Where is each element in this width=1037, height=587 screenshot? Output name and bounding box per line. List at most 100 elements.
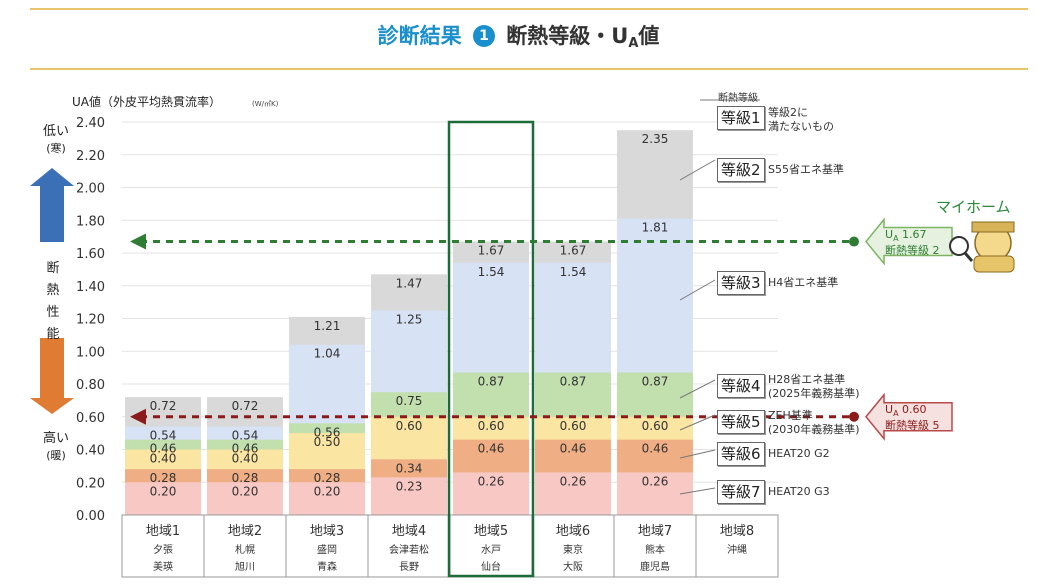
- bar-value-label: 0.60: [560, 419, 587, 433]
- category-label: 地域2: [228, 524, 262, 539]
- legend-connector: [679, 379, 716, 399]
- y-axis-label: UA値（外皮平均熱貫流率）: [72, 94, 221, 109]
- page-title: 診断結果 1 断熱等級・UA値: [0, 20, 1037, 51]
- y-tick-label: 1.20: [76, 313, 105, 328]
- category-city1: 東京: [563, 543, 583, 556]
- bar-value-label: 0.26: [560, 474, 587, 488]
- reference-dot: [849, 411, 859, 422]
- bar-value-label: 0.20: [232, 484, 259, 498]
- detective-hat-icon: [971, 221, 1015, 233]
- y-tick-label: 2.20: [76, 149, 105, 164]
- bar-value-label: 0.75: [396, 394, 423, 408]
- bar-value-label: 0.60: [478, 419, 505, 433]
- bar-value-label: 0.28: [314, 471, 341, 485]
- bar-value-label: 0.34: [396, 461, 423, 475]
- bar-value-label: 1.47: [396, 276, 423, 290]
- bar-value-label: 0.23: [396, 479, 423, 493]
- title-blue: 診断結果: [377, 24, 462, 48]
- myhome-label: マイホーム: [936, 198, 1011, 216]
- reference-callout-arrow: [865, 392, 953, 441]
- magnifier-icon: [949, 236, 969, 256]
- grade4-box: 等級4: [717, 374, 765, 398]
- y-tick-label: 1.00: [76, 345, 105, 360]
- performance-label: 断 熱 性 能: [46, 261, 60, 342]
- bar-value-label: 0.54: [232, 429, 259, 443]
- category-label: 地域5: [474, 524, 508, 539]
- category-city1: 札幌: [235, 543, 255, 556]
- category-city1: 沖縄: [727, 543, 747, 556]
- legend-connector: [679, 279, 716, 301]
- bar-value-label: 0.20: [314, 484, 341, 498]
- category-label: 地域6: [556, 524, 590, 539]
- bar-value-label: 0.72: [150, 399, 177, 413]
- y-tick-label: 1.60: [76, 247, 105, 262]
- y-tick-label: 0.00: [76, 509, 105, 524]
- bar-segment-grade7: [289, 482, 365, 515]
- bar-value-label: 0.46: [642, 442, 669, 456]
- bar-value-label: 0.40: [150, 452, 177, 466]
- bar-value-label: 0.40: [232, 452, 259, 466]
- bar-value-label: 0.56: [314, 425, 341, 439]
- y-tick-label: 2.40: [76, 116, 105, 131]
- reference-arrowhead: [130, 408, 146, 425]
- grade5-text: ZEH基準 (2030年義務基準): [768, 409, 860, 436]
- bar-value-label: 0.46: [478, 442, 505, 456]
- bar-value-label: 0.26: [478, 474, 505, 488]
- legend-connector: [679, 414, 716, 431]
- bar-value-label: 0.46: [232, 442, 259, 456]
- y-tick-label: 0.40: [76, 444, 105, 459]
- bar-value-label: 0.50: [314, 435, 341, 449]
- bar-value-label: 0.72: [232, 399, 259, 413]
- grade6-box: 等級6: [717, 442, 765, 466]
- bar-value-label: 1.67: [560, 244, 587, 258]
- category-city2: 仙台: [481, 560, 501, 573]
- high-label: 高い (暖): [42, 431, 69, 462]
- bar-value-label: 1.25: [396, 312, 423, 326]
- category-city1: 夕張: [153, 544, 173, 556]
- bar-value-label: 2.35: [642, 132, 669, 146]
- category-label: 地域8: [720, 524, 754, 539]
- bar-value-label: 1.81: [642, 221, 669, 235]
- bar-segment-grade7: [125, 482, 201, 515]
- title-tail: 値: [638, 24, 660, 48]
- magnifier-handle-icon: [963, 252, 974, 262]
- y-tick-label: 0.20: [76, 476, 105, 491]
- title-main: 断熱等級・U: [506, 24, 629, 48]
- category-city2: 青森: [317, 560, 337, 573]
- grade3-box: 等級3: [717, 271, 765, 295]
- bar-value-label: 0.87: [478, 375, 505, 389]
- bar-value-label: 0.28: [150, 471, 177, 485]
- grade1-text: 等級2に 満たないもの: [768, 106, 834, 133]
- down-arrow-head: [30, 398, 74, 414]
- highlight-box: [447, 120, 535, 578]
- y-axis-unit: (W/㎡K): [252, 100, 279, 108]
- category-city2: 旭川: [235, 561, 255, 573]
- bar-value-label: 1.54: [478, 265, 505, 279]
- category-label: 地域1: [146, 524, 180, 539]
- title-number-badge: 1: [472, 25, 495, 47]
- legend-connector: [679, 159, 716, 181]
- bar-value-label: 1.04: [314, 347, 341, 361]
- up-arrow-head: [30, 168, 74, 186]
- bar-value-label: 0.46: [560, 442, 587, 456]
- grade2-box: 等級2: [717, 158, 765, 182]
- grade1-box: 等級1: [717, 106, 765, 130]
- bar-value-label: 0.60: [642, 419, 669, 433]
- target-ua-label: UA 0.60 断熱等級 5: [885, 403, 940, 433]
- category-city2: 長野: [399, 561, 419, 573]
- grade5-box: 等級5: [717, 410, 765, 434]
- legend-connector: [679, 449, 716, 459]
- detective-body-icon: [973, 255, 1015, 273]
- category-label: 地域3: [310, 524, 344, 539]
- low-label: 低い (寒): [42, 124, 69, 155]
- bar-value-label: 0.60: [396, 419, 423, 433]
- category-city2: 鹿児島: [640, 560, 670, 573]
- y-tick-label: 2.00: [76, 182, 105, 197]
- bar-segment-grade7: [371, 477, 447, 515]
- bar-segment-grade7: [453, 472, 529, 515]
- reference-arrowhead: [130, 233, 146, 250]
- grade6-text: HEAT20 G2: [768, 447, 830, 460]
- grade7-box: 等級7: [717, 480, 765, 504]
- bar-value-label: 1.21: [314, 319, 341, 333]
